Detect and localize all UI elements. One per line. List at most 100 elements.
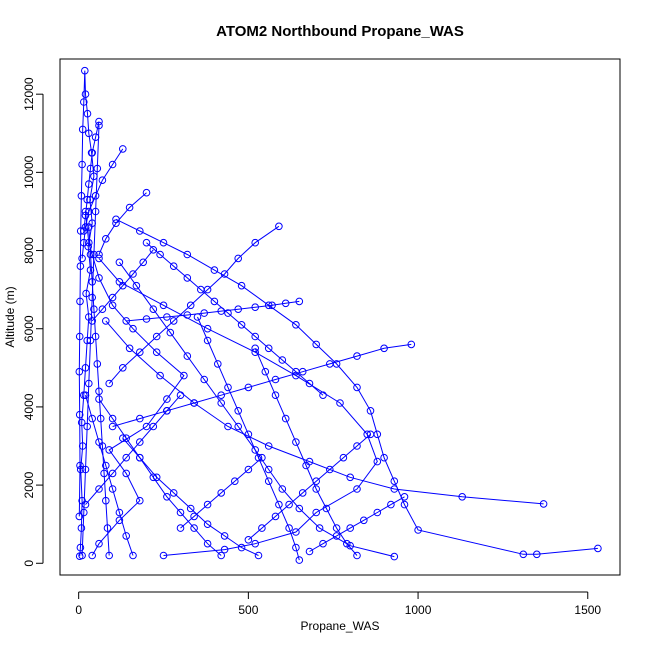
- data-point: [353, 485, 361, 493]
- data-point: [183, 250, 192, 259]
- data-point: [214, 360, 222, 368]
- data-point: [163, 313, 171, 321]
- data-point: [237, 281, 246, 290]
- data-point: [93, 360, 102, 368]
- data-point: [80, 227, 88, 235]
- data-point: [136, 227, 144, 235]
- data-point: [83, 109, 92, 118]
- x-tick-label: 1000: [405, 603, 432, 617]
- data-point: [271, 512, 280, 521]
- data-point: [77, 418, 86, 427]
- data-point: [237, 321, 246, 329]
- data-point: [82, 289, 90, 298]
- data-point: [366, 407, 375, 415]
- data-point: [190, 399, 198, 407]
- y-axis: 0 2000 4000 6000 8000 10000 12000: [22, 77, 44, 567]
- y-tick-label: 10000: [22, 155, 36, 189]
- x-axis-label: Propane_WAS: [301, 619, 380, 633]
- data-point: [292, 528, 300, 536]
- data-point: [278, 356, 287, 364]
- data-point: [295, 556, 304, 564]
- data-point: [169, 317, 178, 325]
- data-point: [95, 117, 103, 126]
- series-line: [85, 211, 185, 556]
- data-point: [180, 371, 188, 380]
- data-point: [76, 461, 84, 470]
- data-point: [122, 532, 130, 540]
- data-point: [78, 551, 86, 560]
- data-point: [98, 176, 107, 184]
- series-10: [95, 188, 151, 259]
- data-point: [108, 301, 117, 310]
- data-point: [346, 473, 355, 482]
- data-point: [390, 552, 399, 561]
- data-point: [224, 422, 232, 431]
- data-point: [80, 238, 88, 247]
- data-point: [390, 477, 399, 486]
- data-point: [149, 305, 158, 314]
- x-axis: 0 500 1000 1500: [75, 591, 601, 617]
- data-point: [90, 250, 98, 259]
- data-point: [312, 340, 321, 349]
- data-point: [217, 551, 225, 560]
- data-point: [519, 550, 528, 559]
- data-point: [163, 407, 171, 415]
- series-line: [115, 218, 598, 555]
- series-line: [248, 433, 371, 541]
- data-point: [197, 285, 205, 294]
- data-point: [108, 414, 117, 423]
- data-point: [129, 551, 137, 560]
- series-line: [309, 496, 405, 552]
- data-point: [353, 551, 361, 560]
- data-point: [125, 344, 134, 353]
- series-20: [88, 246, 158, 325]
- data-point: [183, 274, 192, 282]
- series-13: [251, 344, 361, 560]
- data-point: [76, 297, 84, 306]
- data-point: [336, 399, 344, 407]
- data-point: [88, 414, 96, 423]
- series-23: [305, 493, 409, 556]
- data-point: [407, 340, 416, 349]
- series-6: [115, 258, 399, 561]
- data-point: [136, 414, 144, 423]
- series-16: [142, 238, 327, 400]
- data-point: [98, 305, 107, 314]
- data-point: [125, 203, 134, 212]
- data-point: [285, 500, 293, 509]
- data-point: [380, 453, 388, 462]
- series-layer: [75, 66, 602, 564]
- data-point: [203, 500, 212, 509]
- data-point: [234, 407, 242, 415]
- y-tick-label: 6000: [22, 315, 36, 342]
- data-point: [102, 317, 110, 325]
- data-point: [305, 547, 314, 556]
- data-point: [285, 524, 293, 532]
- data-point: [115, 516, 124, 525]
- data-point: [193, 313, 202, 321]
- data-point: [186, 504, 195, 513]
- data-point: [183, 311, 192, 319]
- data-point: [163, 493, 171, 501]
- data-point: [251, 238, 259, 247]
- data-point: [305, 379, 314, 388]
- series-line: [88, 227, 110, 556]
- data-point: [295, 297, 304, 306]
- data-point: [360, 516, 368, 525]
- data-point: [275, 500, 283, 509]
- data-point: [251, 446, 259, 454]
- data-point: [271, 391, 280, 400]
- data-point: [292, 438, 300, 446]
- data-point: [295, 504, 304, 513]
- series-line: [108, 225, 280, 384]
- data-point: [129, 324, 137, 333]
- data-point: [244, 536, 253, 544]
- series-21: [81, 391, 185, 509]
- data-point: [119, 364, 127, 372]
- data-point: [85, 379, 93, 388]
- x-tick-label: 500: [238, 603, 258, 617]
- data-point: [90, 305, 98, 314]
- series-line: [81, 125, 100, 556]
- data-point: [93, 164, 102, 173]
- data-point: [254, 551, 263, 560]
